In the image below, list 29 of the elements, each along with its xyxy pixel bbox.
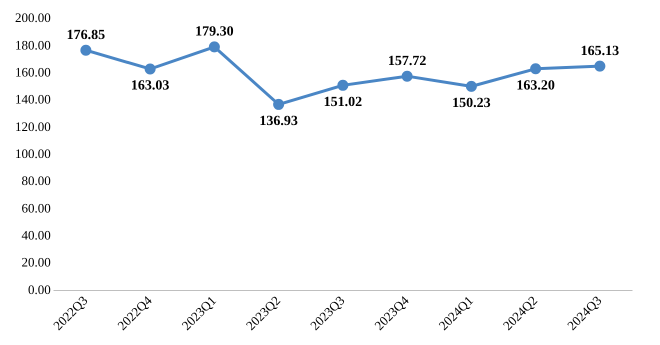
y-tick-label: 60.00 — [22, 200, 51, 216]
data-label: 150.23 — [452, 96, 491, 111]
data-label: 179.30 — [195, 24, 234, 40]
point — [594, 60, 606, 72]
point — [530, 63, 542, 74]
data-label: 163.03 — [130, 78, 170, 94]
y-tick-label: 200.00 — [15, 10, 51, 26]
data-label: 165.13 — [580, 44, 620, 59]
point — [80, 44, 92, 56]
point — [466, 80, 477, 92]
y-tick-label: 100.00 — [15, 146, 51, 161]
data-label: 136.93 — [259, 114, 298, 130]
point — [337, 80, 348, 91]
y-tick-label: 180.00 — [15, 37, 51, 52]
data-label: 157.72 — [388, 54, 426, 69]
data-label: 151.02 — [324, 94, 362, 110]
point — [402, 70, 413, 82]
y-tick-label: 120.00 — [15, 118, 51, 134]
data-label: 176.85 — [66, 28, 106, 43]
data-label: 163.20 — [516, 78, 555, 94]
point — [144, 63, 156, 74]
y-tick-label: 140.00 — [15, 92, 51, 107]
y-tick-label: 40.00 — [22, 227, 51, 242]
point — [273, 98, 284, 110]
y-tick-label: 160.00 — [15, 64, 51, 80]
y-tick-label: 80.00 — [22, 173, 51, 188]
y-tick-label: 20.00 — [22, 254, 51, 270]
y-tick-label: 0.00 — [28, 282, 51, 297]
point — [208, 41, 220, 52]
